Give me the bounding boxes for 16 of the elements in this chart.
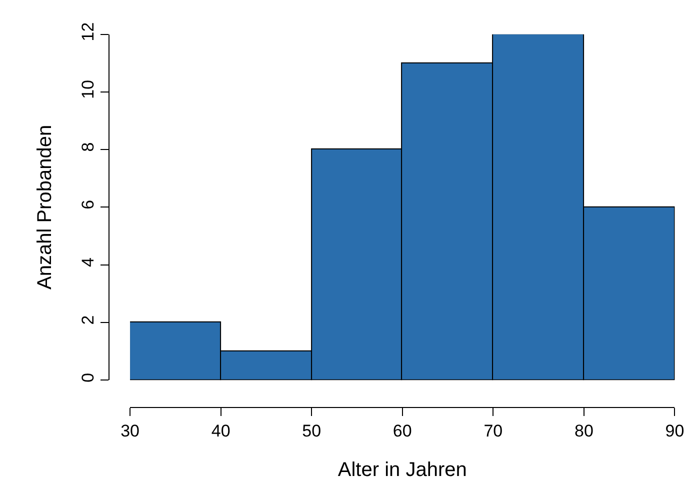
x-tick-label: 70 <box>484 422 503 441</box>
y-tick-label: 6 <box>78 200 98 210</box>
y-tick-label: 8 <box>78 142 98 152</box>
y-axis-title: Anzahl Probanden <box>34 124 56 290</box>
y-tick-label: 2 <box>78 315 98 325</box>
y-tick-label: 4 <box>78 258 98 268</box>
y-tick-label: 12 <box>78 22 98 42</box>
x-tick-label: 50 <box>302 422 322 441</box>
x-axis-title: Alter in Jahren <box>338 459 467 482</box>
x-tick-label: 60 <box>392 422 412 441</box>
y-tick-label: 0 <box>78 372 98 382</box>
y-tick-label: 10 <box>78 80 98 99</box>
x-tick-label: 40 <box>211 422 230 441</box>
x-tick-label: 90 <box>665 422 684 441</box>
x-tick-label: 30 <box>120 422 140 441</box>
x-tick-label: 80 <box>574 422 594 441</box>
